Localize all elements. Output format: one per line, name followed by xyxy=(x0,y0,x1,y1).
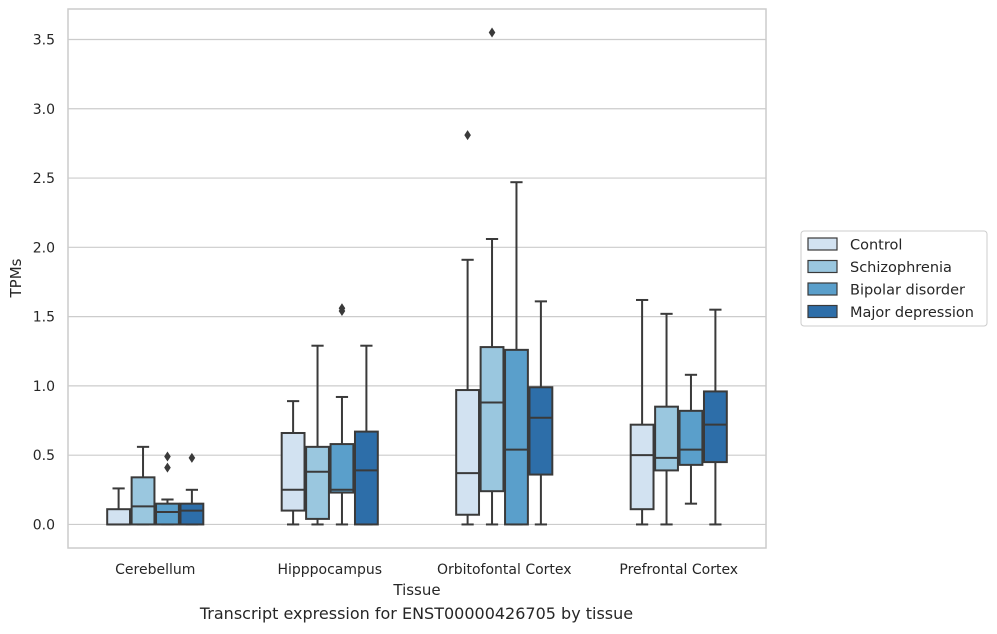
box-major-depression xyxy=(353,344,379,526)
outlier-point xyxy=(164,462,171,473)
box-iqr xyxy=(678,409,704,466)
legend-swatch xyxy=(807,259,838,274)
box-bipolar-disorder xyxy=(329,303,355,526)
outlier-point xyxy=(488,27,496,38)
box-iqr xyxy=(654,405,679,472)
y-tick-label: 2.5 xyxy=(33,171,55,187)
outlier-point xyxy=(164,451,171,462)
box-iqr xyxy=(353,430,379,526)
legend-frame xyxy=(800,230,988,327)
x-tick-label: Prefrontal Cortex xyxy=(619,562,738,578)
legend-swatch xyxy=(807,282,838,296)
box-iqr xyxy=(280,431,306,512)
box-iqr xyxy=(504,348,529,526)
x-tick-labels: Cerebellum Hipppocampus Orbitofontal Corte… xyxy=(115,562,738,578)
x-tick-label: Orbitofontal Cortex xyxy=(437,562,572,578)
box-major-depression xyxy=(702,308,728,526)
y-tick-label: 3.0 xyxy=(33,102,55,118)
legend-label: Major depression xyxy=(850,305,974,321)
box-schizophrenia xyxy=(130,445,156,526)
y-tick-label: 0.5 xyxy=(33,448,55,464)
box-schizophrenia xyxy=(479,27,505,526)
box-iqr xyxy=(155,502,180,526)
grid-lines xyxy=(68,38,766,526)
x-axis-label: Tissue xyxy=(392,581,440,599)
box-major-depression xyxy=(179,452,205,526)
box-iqr xyxy=(702,390,728,464)
box-iqr xyxy=(329,443,355,494)
y-tick-labels: 0.0 0.5 1.0 1.5 2.0 2.5 3.0 3.5 xyxy=(33,32,55,533)
box-bipolar-disorder xyxy=(155,451,180,526)
legend-label: Control xyxy=(850,238,902,254)
box-iqr xyxy=(305,445,330,520)
x-tick-label: Hipppocampus xyxy=(277,562,382,578)
box-iqr xyxy=(455,389,481,516)
plot-frame xyxy=(67,8,767,549)
box-bipolar-disorder xyxy=(678,373,704,505)
box-bipolar-disorder xyxy=(504,181,529,526)
y-tick-label: 3.5 xyxy=(33,32,55,48)
y-tick-label: 0.0 xyxy=(33,517,55,533)
box-major-depression xyxy=(528,300,554,526)
y-axis-label: TPMs xyxy=(7,258,25,298)
outlier-point xyxy=(338,303,346,314)
y-tick-label: 1.0 xyxy=(33,379,55,395)
box-schizophrenia xyxy=(305,344,330,526)
legend-swatch xyxy=(807,304,838,319)
y-tick-label: 1.5 xyxy=(33,310,55,326)
box-schizophrenia xyxy=(654,312,679,526)
box-iqr xyxy=(629,423,655,511)
box-iqr xyxy=(106,508,132,526)
box-control xyxy=(455,130,481,526)
box-control xyxy=(106,487,132,526)
legend-label: Bipolar disorder xyxy=(850,283,965,299)
legend-label: Schizophrenia xyxy=(850,260,952,276)
box-iqr xyxy=(179,502,205,526)
y-tick-label: 2.0 xyxy=(33,240,55,256)
outlier-point xyxy=(188,452,196,463)
box-iqr xyxy=(130,476,156,526)
legend: Control Schizophrenia Bipolar disorder Majo… xyxy=(800,230,988,327)
legend-swatch xyxy=(807,237,838,251)
figure-caption: Transcript expression for ENST0000042670… xyxy=(199,604,634,623)
box-iqr xyxy=(528,386,554,476)
box-control xyxy=(629,298,655,526)
outlier-point xyxy=(464,130,471,141)
x-tick-label: Cerebellum xyxy=(115,562,195,578)
box-iqr xyxy=(479,346,505,493)
box-control xyxy=(280,400,306,526)
boxes xyxy=(106,27,728,526)
